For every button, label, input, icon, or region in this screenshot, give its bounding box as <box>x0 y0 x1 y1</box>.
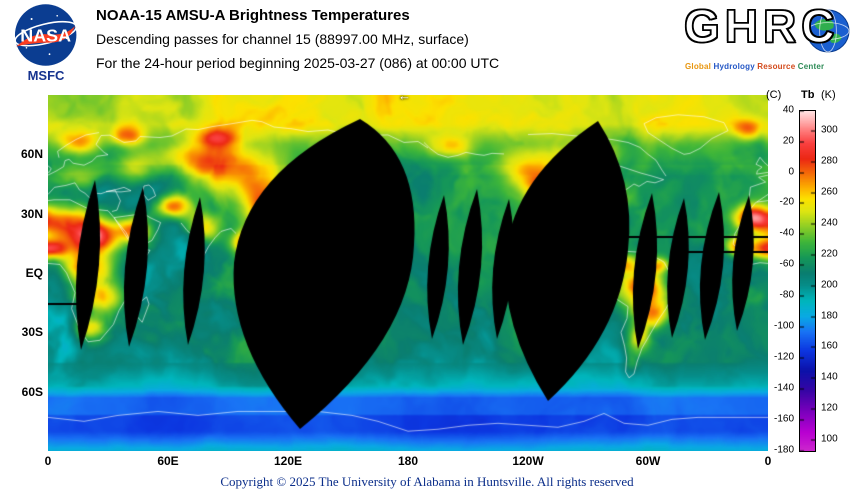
globe-icon <box>806 9 850 53</box>
y-axis-label: 60N <box>20 147 43 162</box>
colorbar-unit-kelvin: (K) <box>821 89 836 101</box>
nasa-insignia-icon: NASA <box>14 4 77 66</box>
colorbar <box>799 110 816 452</box>
colorbar-kelvin-tick: 160 <box>821 340 838 352</box>
page-title: NOAA-15 AMSU-A Brightness Temperatures <box>96 7 410 24</box>
ghrc-logo-text: GHRC <box>683 0 840 53</box>
msfc-label: MSFC <box>27 68 65 83</box>
brightness-temperature-map <box>48 95 768 451</box>
colorbar-celsius-tick: -140 <box>773 382 794 394</box>
colorbar-kelvin-tick: 200 <box>821 279 838 291</box>
colorbar-celsius-tick: 40 <box>782 104 794 116</box>
x-axis-label: 60E <box>157 454 179 468</box>
x-axis-label: 120E <box>273 454 303 468</box>
page-subtitle-period: For the 24-hour period beginning 2025-03… <box>96 55 500 71</box>
colorbar-celsius-tick: -180 <box>773 444 794 456</box>
y-axis-label: 30N <box>20 206 43 221</box>
ghrc-tagline-word: Hydrology <box>711 62 755 71</box>
x-axis-label: 180 <box>397 454 419 468</box>
colorbar-kelvin-tick: 260 <box>821 186 838 198</box>
colorbar-celsius-tick: -120 <box>773 351 794 363</box>
x-axis-label: 120W <box>512 454 544 468</box>
ghrc-tagline-word: Center <box>795 62 825 71</box>
swath-direction-arrow-icon: ← <box>398 88 411 103</box>
x-axis-label: 0 <box>44 454 52 468</box>
colorbar-celsius-tick: -40 <box>779 227 794 239</box>
y-axis-label: EQ <box>25 266 43 280</box>
colorbar-celsius-tick: -80 <box>779 289 794 301</box>
x-axis-label: 0 <box>764 454 772 468</box>
nasa-logo[interactable]: NASA <box>12 3 80 67</box>
ghrc-logo[interactable]: GHRC Global Hydrology Resource Center <box>683 0 854 85</box>
colorbar-kelvin-tick: 280 <box>821 155 838 167</box>
colorbar-kelvin-tick: 220 <box>821 248 838 260</box>
colorbar-kelvin-tick: 120 <box>821 402 838 414</box>
colorbar-unit-celsius: (C) <box>766 89 782 101</box>
colorbar-kelvin-tick: 180 <box>821 310 838 322</box>
ghrc-tagline: Global Hydrology Resource Center <box>685 62 824 71</box>
colorbar-celsius-tick: 0 <box>788 166 794 178</box>
colorbar-title: Tb <box>801 89 815 101</box>
y-axis-label: 60S <box>21 384 43 399</box>
ghrc-tagline-word: Resource <box>754 62 796 71</box>
colorbar-kelvin-tick: 240 <box>821 217 838 229</box>
colorbar-celsius-tick: -160 <box>773 413 794 425</box>
colorbar-celsius-tick: -60 <box>779 258 794 270</box>
ghrc-tagline-word: Global <box>685 62 712 71</box>
colorbar-celsius-tick: 20 <box>782 135 794 147</box>
page-subtitle-channel: Descending passes for channel 15 (88997.… <box>96 31 469 47</box>
colorbar-kelvin-tick: 300 <box>821 124 838 136</box>
colorbar-kelvin-tick: 100 <box>821 433 838 445</box>
x-axis-label: 60W <box>635 454 661 468</box>
colorbar-kelvin-tick: 140 <box>821 371 838 383</box>
colorbar-celsius-tick: -100 <box>773 320 794 332</box>
copyright-text: Copyright © 2025 The University of Alaba… <box>220 474 634 489</box>
y-axis-label: 30S <box>21 325 43 340</box>
nasa-logo-text: NASA <box>20 25 71 45</box>
colorbar-celsius-tick: -20 <box>779 196 794 208</box>
